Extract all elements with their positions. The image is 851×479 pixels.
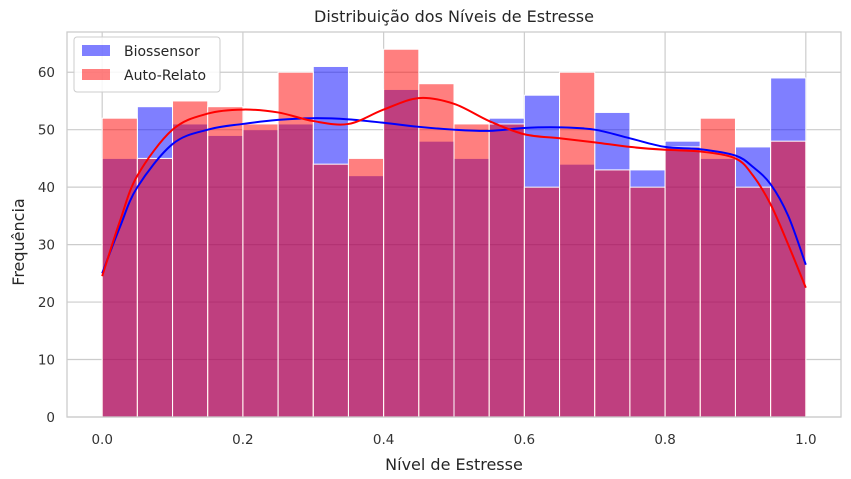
x-tick-label: 0.2 [232, 432, 253, 448]
y-axis-label: Frequência [9, 198, 28, 285]
legend-label-biossensor: Biossensor [124, 44, 200, 60]
y-tick-label: 10 [38, 353, 55, 369]
kde-curves [101, 96, 807, 289]
histogram-bar [136, 157, 174, 418]
kde-line-biossensor [101, 117, 807, 274]
legend: Biossensor Auto-Relato [73, 36, 221, 93]
y-tick-label: 30 [38, 238, 55, 254]
histogram-bar [594, 169, 631, 418]
histogram-bar [383, 48, 420, 418]
y-tick-label: 50 [38, 123, 55, 139]
bars-auto-relato [101, 48, 807, 418]
legend-swatch-auto-relato [82, 69, 110, 80]
chart-title: Distribuição dos Níveis de Estresse [314, 7, 594, 26]
y-tick-label: 0 [46, 410, 55, 426]
x-tick-label: 0.4 [373, 432, 394, 448]
y-tick-labels: 0 10 20 30 40 50 60 [38, 65, 55, 426]
histogram-bar [559, 71, 596, 418]
histogram-bar [101, 117, 138, 418]
histogram-bar [699, 117, 736, 418]
histogram-bar [277, 71, 314, 418]
histogram-bars [101, 48, 807, 418]
histogram-bar [770, 140, 807, 418]
x-tick-labels: 0.0 0.2 0.4 0.6 0.8 1.0 [91, 432, 816, 448]
legend-swatch-biossensor [82, 45, 110, 56]
x-tick-label: 1.0 [795, 432, 816, 448]
histogram-bar [488, 123, 525, 418]
y-tick-label: 40 [38, 180, 55, 196]
y-tick-label: 60 [38, 65, 55, 81]
histogram-bar [242, 123, 279, 418]
histogram-bar [453, 123, 490, 418]
plot-frame [66, 31, 842, 418]
histogram-bar [734, 186, 772, 418]
histogram-bar [523, 186, 561, 418]
x-axis-label: Nível de Estresse [385, 455, 523, 474]
histogram-bar [664, 146, 701, 418]
histogram-bar [347, 157, 385, 418]
legend-label-auto-relato: Auto-Relato [124, 68, 206, 84]
histogram-bar [172, 100, 209, 418]
y-tick-label: 20 [38, 295, 55, 311]
x-tick-label: 0.6 [514, 432, 535, 448]
plot-border [66, 31, 842, 418]
legend-frame [73, 36, 221, 93]
histogram-bar [418, 83, 455, 418]
x-tick-label: 0.0 [91, 432, 112, 448]
x-tick-label: 0.8 [654, 432, 675, 448]
kde-line-auto-relato [101, 96, 807, 289]
histogram-bar [629, 186, 666, 418]
histogram-bar [207, 106, 244, 418]
histogram-bar [312, 163, 349, 418]
